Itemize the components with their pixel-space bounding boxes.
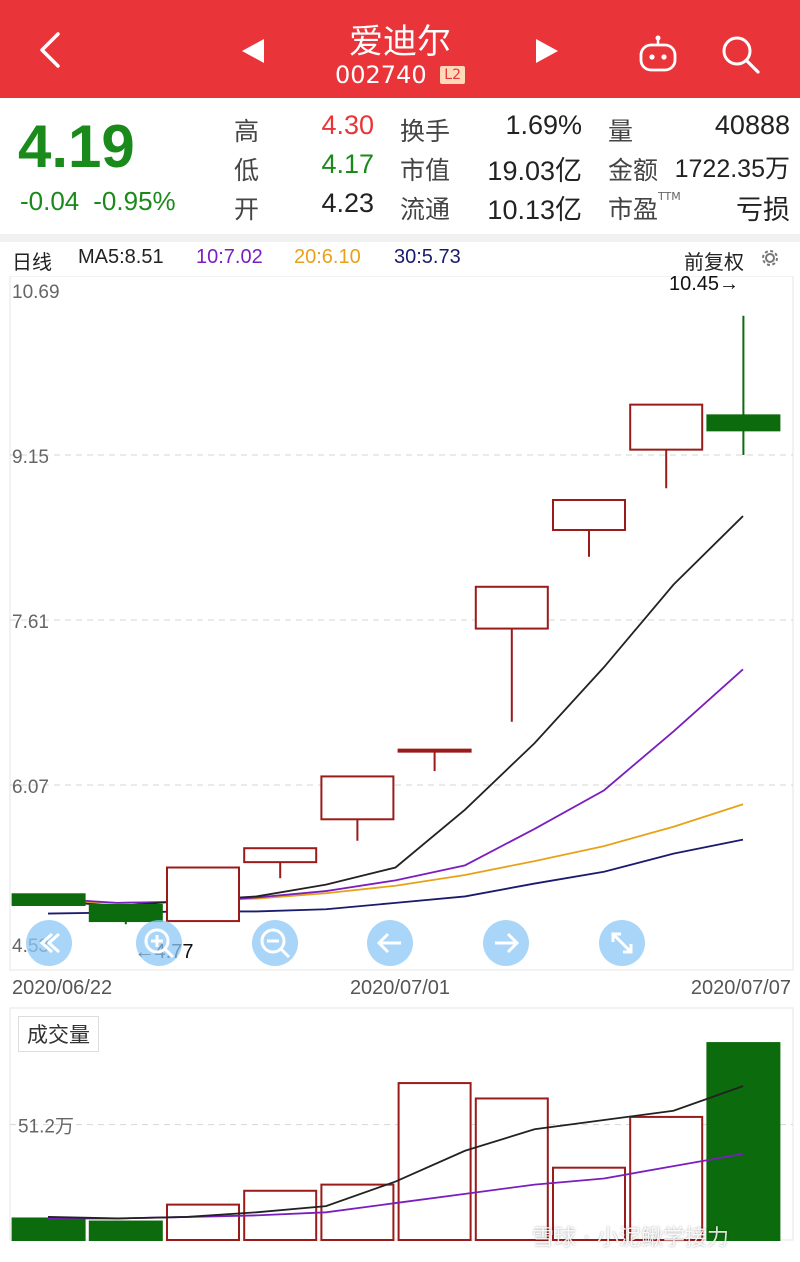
date-tick-label: 2020/07/01: [350, 977, 450, 999]
change-percent: -0.95%: [93, 186, 176, 216]
volume-bar: [11, 1217, 86, 1242]
back-arrow-icon[interactable]: [30, 28, 74, 72]
zoom-in-button[interactable]: [136, 920, 182, 966]
volume-bar: [474, 1097, 549, 1242]
scroll-right-button[interactable]: [483, 920, 529, 966]
pe-value: 亏损: [736, 195, 790, 225]
ma-legend-bar: 日线 MA5:8.51 10:7.02 20:6.10 30:5.73 前复权: [0, 242, 800, 276]
price-tick-label: 6.07: [12, 777, 49, 798]
candle-body: [706, 414, 781, 432]
main-chart-frame: [9, 276, 794, 971]
low-label: 低: [234, 156, 260, 185]
volume-bar: [166, 1203, 240, 1241]
stock-code: 002740: [335, 61, 427, 89]
double-chevron-left-icon: [39, 932, 61, 954]
quote-panel: 4.19 -0.04 -0.95% 高 4.30 换手 1.69% 量 40888…: [0, 98, 800, 234]
volume-bar: [629, 1115, 704, 1242]
watermark: 雪球 · 小泥鳅学接力: [532, 1226, 729, 1251]
price-change: -0.04 -0.95%: [20, 186, 190, 217]
ma30-line: [47, 838, 744, 915]
price-grid: [10, 454, 793, 786]
kline-chart[interactable]: 10.699.157.616.074.53 10.45→←4.77 2020/0…: [0, 276, 800, 1262]
next-stock-icon[interactable]: [532, 36, 562, 66]
arrow-left-icon: [376, 932, 401, 954]
change-amount: -0.04: [20, 186, 80, 216]
app-header: 爱迪尔 002740 L2: [0, 0, 800, 98]
date-axis: 2020/06/22 2020/07/01 2020/07/07: [12, 977, 791, 999]
max-price-label: 10.45→: [669, 276, 739, 295]
volume-bar: [706, 1042, 781, 1241]
turnover-value: 1.69%: [505, 110, 582, 140]
market-cap-value: 19.03亿: [487, 156, 582, 186]
high-value: 4.30: [321, 110, 374, 140]
stock-code-row: 002740 L2: [300, 60, 500, 89]
price-tick-label: 9.15: [12, 447, 49, 468]
float-cap-label: 流通: [400, 195, 451, 224]
search-icon[interactable]: [718, 32, 762, 76]
candle-body: [397, 748, 472, 753]
candle-body: [11, 893, 86, 906]
volume-value: 40888: [714, 110, 790, 140]
level2-badge: L2: [440, 66, 465, 84]
candle-body: [320, 775, 395, 821]
date-tick-label: 2020/06/22: [12, 977, 112, 999]
zoom-out-icon: [260, 928, 291, 959]
candle-body: [629, 403, 704, 451]
candle-body: [243, 847, 318, 864]
ma5-line: [47, 515, 744, 907]
low-value: 4.17: [321, 149, 374, 179]
date-tick-label: 2020/07/07: [691, 977, 791, 999]
volume-panel-label[interactable]: 成交量: [18, 1016, 99, 1052]
ma-lines: [47, 515, 744, 915]
turnover-label: 换手: [400, 117, 451, 146]
candle-body: [166, 866, 240, 923]
volume-bars: [11, 1042, 781, 1242]
float-cap-value: 10.13亿: [487, 195, 582, 225]
stock-name: 爱迪尔: [349, 22, 451, 62]
previous-stock-icon[interactable]: [238, 36, 268, 66]
candle-body: [88, 904, 163, 923]
open-label: 开: [234, 195, 260, 224]
volume-bar: [397, 1082, 472, 1241]
fullscreen-button[interactable]: [599, 920, 645, 966]
open-value: 4.23: [321, 188, 374, 218]
market-cap-label: 市值: [400, 156, 451, 185]
ma30-legend: 30:5.73: [394, 246, 461, 268]
price-tick-label: 10.69: [12, 282, 60, 303]
volume-bar: [88, 1220, 163, 1241]
candle-body: [474, 585, 549, 630]
arrow-right-icon: [495, 932, 520, 954]
high-label: 高: [234, 117, 260, 146]
last-price: 4.19: [18, 113, 135, 180]
volume-bar: [320, 1183, 395, 1241]
expand-icon: [611, 932, 633, 954]
volume-ma-lines: [47, 1085, 744, 1220]
pe-label-text: 市盈: [608, 195, 659, 224]
amount-label: 金额: [608, 156, 659, 185]
period-label[interactable]: 日线: [12, 252, 52, 274]
adjust-mode-label[interactable]: 前复权: [684, 252, 744, 274]
candles: [11, 315, 781, 925]
gear-icon[interactable]: [758, 246, 782, 270]
ttm-mark: TTM: [658, 190, 681, 203]
ma5-legend: MA5:8.51: [78, 246, 164, 268]
ma20-legend: 20:6.10: [294, 246, 361, 268]
pe-label: 市盈TTM: [608, 190, 681, 226]
scroll-left-fast-button[interactable]: [26, 920, 72, 966]
volume-tick-label: 51.2万: [18, 1117, 74, 1138]
price-axis: 10.699.157.616.074.53: [12, 282, 60, 957]
ma20-line: [48, 803, 744, 904]
price-tick-label: 7.61: [12, 612, 49, 633]
zoom-out-button[interactable]: [252, 920, 298, 966]
ma10-legend: 10:7.02: [196, 246, 263, 268]
section-divider: [0, 234, 800, 242]
volume-label: 量: [608, 117, 634, 146]
robot-assistant-icon[interactable]: [636, 34, 680, 74]
amount-value: 1722.35万: [674, 155, 790, 183]
vol_ma5-line: [47, 1085, 744, 1220]
candle-body: [552, 499, 626, 531]
zoom-in-icon: [144, 928, 175, 959]
scroll-left-button[interactable]: [367, 920, 413, 966]
